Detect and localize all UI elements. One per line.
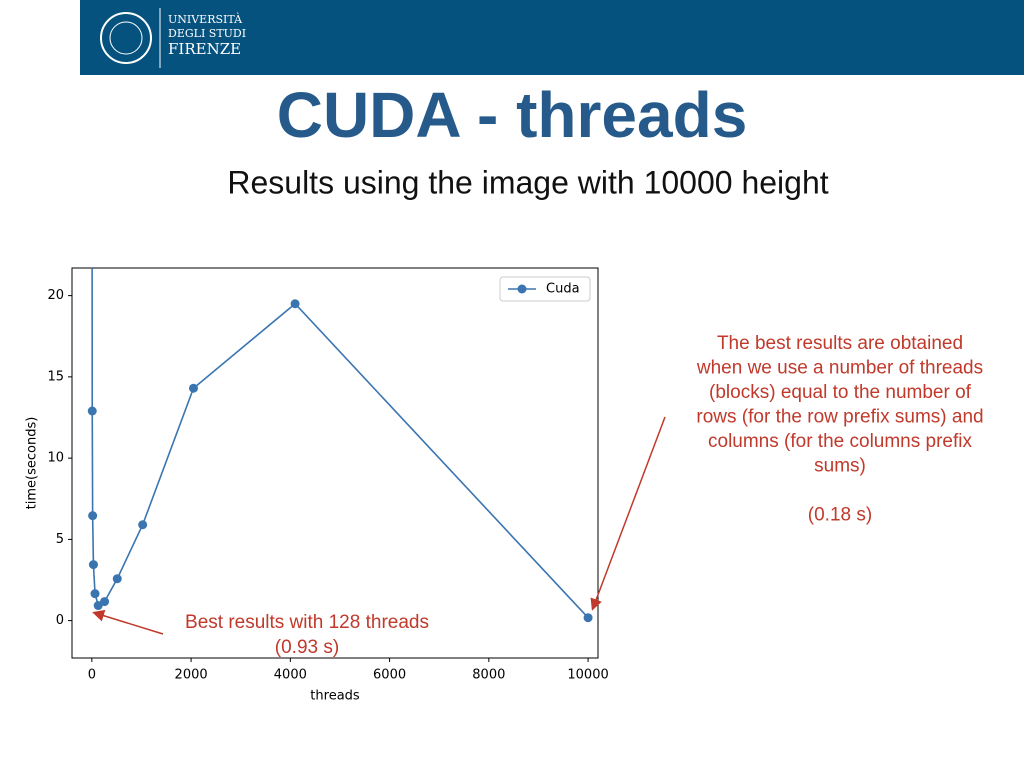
legend-marker <box>517 284 527 294</box>
plot-area <box>87 197 593 623</box>
annotation-arrow <box>590 416 666 611</box>
data-point <box>112 574 122 584</box>
annotation-text: The best results are obtained <box>717 333 963 354</box>
annotation-text: rows (for the row prefix sums) and <box>696 407 983 428</box>
logo-seal <box>100 12 152 64</box>
data-point <box>290 299 300 309</box>
annotation-text: columns (for the columns prefix <box>708 431 972 452</box>
y-tick-label: 0 <box>56 613 64 628</box>
x-tick-label: 4000 <box>274 668 307 683</box>
x-tick-label: 10000 <box>567 668 608 683</box>
x-tick-label: 0 <box>88 668 96 683</box>
legend-label: Cuda <box>546 282 580 297</box>
slide-title: CUDA - threads <box>277 79 748 151</box>
y-tick-label: 20 <box>47 288 64 303</box>
data-point <box>88 560 98 570</box>
data-point <box>583 613 593 623</box>
annotation-text: (0.93 s) <box>275 637 339 658</box>
header-band <box>80 0 1024 75</box>
data-point <box>138 520 148 530</box>
annotation-text: (blocks) equal to the number of <box>709 382 972 403</box>
x-axis-label: threads <box>310 689 360 704</box>
x-tick-label: 6000 <box>373 668 406 683</box>
series-line <box>91 268 589 619</box>
annotation-text: (0.18 s) <box>808 505 872 526</box>
data-point <box>88 511 98 521</box>
logo-text: UNIVERSITÀ <box>168 12 243 26</box>
data-point <box>88 197 97 206</box>
plot-frame <box>71 267 599 659</box>
annotation-text: when we use a number of threads <box>696 358 983 379</box>
y-tick-label: 5 <box>56 532 64 547</box>
data-point <box>188 383 198 393</box>
annotation-arrow <box>92 609 164 635</box>
logo-text: FIRENZE <box>168 40 241 58</box>
legend-box <box>499 276 591 302</box>
data-point <box>90 589 100 599</box>
x-tick-label: 2000 <box>175 668 208 683</box>
y-tick-label: 15 <box>47 369 64 384</box>
x-tick-label: 8000 <box>472 668 505 683</box>
annotation-text: sums) <box>814 456 866 477</box>
slide-subtitle: Results using the image with 10000 heigh… <box>227 164 828 200</box>
annotation-text: Best results with 128 threads <box>185 612 429 633</box>
data-point <box>87 406 97 416</box>
y-axis-label: time(seconds) <box>25 417 40 510</box>
y-tick-label: 10 <box>47 451 64 466</box>
logo-seal-inner <box>109 21 143 55</box>
data-point <box>100 597 110 607</box>
logo-text: DEGLI STUDI <box>168 27 246 40</box>
